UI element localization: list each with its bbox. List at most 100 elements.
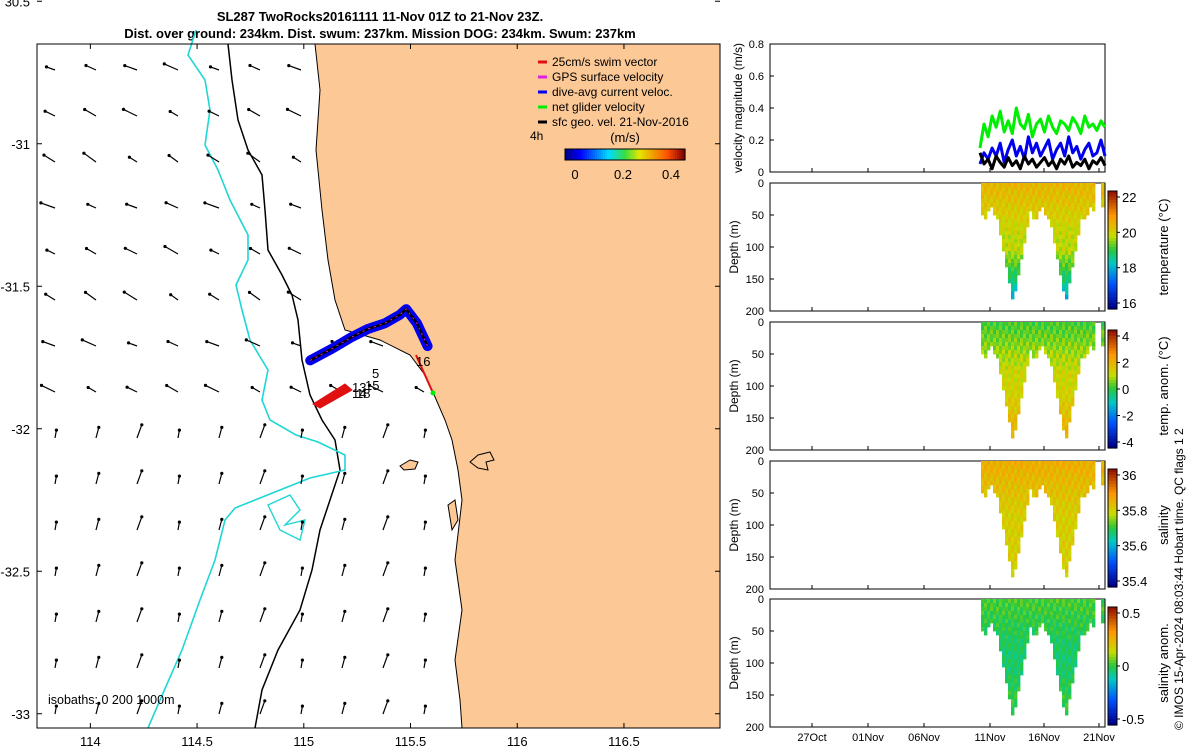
heatmap-cell — [1059, 187, 1063, 192]
heatmap-cell — [1059, 481, 1063, 486]
heatmap-cell — [1065, 711, 1069, 716]
heatmap-cell — [1032, 338, 1036, 343]
heatmap-cell — [1002, 235, 1006, 240]
heatmap-cell — [1008, 207, 1012, 212]
heatmap-cell — [1017, 477, 1021, 482]
heatmap-cell — [1005, 183, 1009, 188]
heatmap-cell — [1008, 497, 1012, 502]
heatmap-cell — [1059, 346, 1063, 351]
heatmap-cell — [1020, 386, 1024, 391]
velocity-arrow — [341, 703, 346, 715]
heatmap-cell — [1002, 477, 1006, 482]
velocity-arrow — [136, 516, 143, 531]
legend-label: net glider velocity — [552, 100, 645, 114]
heatmap-cell — [1086, 615, 1090, 620]
heatmap-cell — [1056, 489, 1060, 494]
heatmap-cell — [1026, 461, 1030, 466]
heatmap-cell — [1005, 251, 1009, 256]
heatmap-cell — [1014, 473, 1018, 478]
velocity-arrow-head — [343, 701, 347, 706]
heatmap-cell — [1062, 187, 1066, 192]
heatmap-cell — [1062, 366, 1066, 371]
heatmap-cell — [1014, 533, 1018, 538]
heatmap-cell — [1086, 334, 1090, 339]
heatmap-cell — [1017, 203, 1021, 208]
heatmap-cell — [1050, 338, 1054, 343]
heatmap-cell — [996, 183, 1000, 188]
heatmap-cell — [1062, 191, 1066, 196]
heatmap-cell — [1020, 525, 1024, 530]
heatmap-cell — [1083, 354, 1087, 359]
heatmap-cell — [1008, 619, 1012, 624]
depth-tick-label: 50 — [752, 488, 764, 500]
heatmap-cell — [1065, 259, 1069, 264]
heatmap-cell — [1101, 203, 1105, 208]
heatmap-cell — [1014, 203, 1018, 208]
heatmap-cell — [1011, 354, 1015, 359]
heatmap-cell — [1080, 191, 1084, 196]
velocity-arrow-head — [54, 658, 59, 662]
heatmap-cell — [1080, 485, 1084, 490]
colorbar-cell — [1108, 545, 1117, 550]
velocity-arrow-head — [43, 109, 47, 113]
heatmap-cell — [1017, 362, 1021, 367]
heatmap-cell — [1041, 615, 1045, 620]
heatmap-cell — [987, 603, 991, 608]
heatmap-cell — [1065, 291, 1069, 296]
heatmap-cell — [1029, 599, 1033, 604]
heatmap-cell — [1077, 497, 1081, 502]
heatmap-cells — [981, 461, 1105, 578]
heatmap-cell — [1077, 199, 1081, 204]
heatmap-cell — [1020, 517, 1024, 522]
heatmap-cell — [1074, 647, 1078, 652]
heatmap-cell — [1029, 615, 1033, 620]
heatmap-cell — [1044, 334, 1048, 339]
heatmap-cell — [1062, 461, 1066, 466]
heatmap-cell — [1056, 235, 1060, 240]
heatmap-cell — [1065, 235, 1069, 240]
heatmap-cell — [1041, 191, 1045, 196]
heatmap-cell — [1074, 473, 1078, 478]
heatmap-cell — [1044, 489, 1048, 494]
heatmap-cell — [1011, 382, 1015, 387]
heatmap-cell — [1020, 631, 1024, 636]
heatmap-cell — [993, 603, 997, 608]
heatmap-cell — [1020, 659, 1024, 664]
heatmap-cell — [1050, 223, 1054, 228]
heatmap-cell — [1020, 215, 1024, 220]
velocity-y-tick-label: 0.8 — [749, 39, 764, 51]
heatmap-cell — [1020, 465, 1024, 470]
colorbar-cell — [1108, 330, 1117, 334]
heatmap-cell — [1053, 223, 1057, 228]
velocity-y-axis-label: velocity magnitude (m/s) — [731, 43, 745, 173]
heatmap-cell — [1053, 655, 1057, 660]
velocity-arrow — [41, 384, 56, 393]
colorbar-cell — [1108, 566, 1117, 570]
chart-title-line-2: Dist. over ground: 234km. Dist. swum: 23… — [124, 26, 636, 41]
heatmap-cell — [1044, 485, 1048, 490]
heatmap-cell — [1068, 623, 1072, 628]
heatmap-cell — [1050, 195, 1054, 200]
heatmap-cell — [1059, 390, 1063, 395]
heatmap-cell — [1011, 545, 1015, 550]
heatmap-cell — [981, 489, 985, 494]
heatmap-cell — [1008, 557, 1012, 562]
velocity-arrow — [44, 110, 56, 117]
heatmap-cell — [1005, 207, 1009, 212]
heatmap-cell — [1011, 426, 1015, 431]
heatmap-cell — [1086, 481, 1090, 486]
heatmap-cell — [1026, 334, 1030, 339]
heatmap-cell — [981, 195, 985, 200]
heatmap-cell — [999, 219, 1003, 224]
heatmap-cell — [1017, 603, 1021, 608]
map-colorbar-cell — [647, 149, 650, 160]
heatmap-cell — [1089, 330, 1093, 335]
heatmap-cell — [1059, 338, 1063, 343]
heatmap-cell — [1053, 505, 1057, 510]
heatmap-cell — [1065, 219, 1069, 224]
heatmap-cell — [1062, 406, 1066, 411]
heatmap-cell — [1008, 469, 1012, 474]
y-tick-label: 30.5 — [5, 0, 30, 9]
colorbar-tick-label: -4 — [1122, 435, 1134, 450]
heatmap-cell — [1008, 611, 1012, 616]
